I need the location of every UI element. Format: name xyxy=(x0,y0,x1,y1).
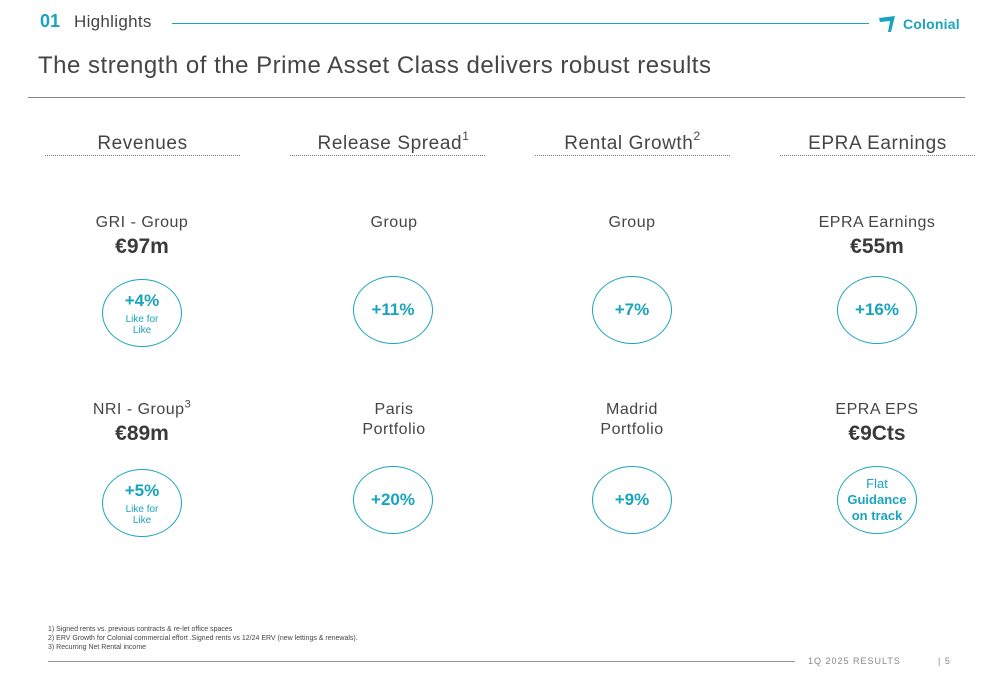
column-heading-divider xyxy=(535,155,730,156)
colonial-logo-icon xyxy=(879,16,895,32)
page-title: The strength of the Prime Asset Class de… xyxy=(38,52,712,79)
page-number: | 5 xyxy=(938,656,951,666)
footnote-3: 3) Recurring Net Rental income xyxy=(48,644,147,651)
footer-divider xyxy=(48,661,795,662)
release-spread-paris-circle: +20% xyxy=(353,466,433,534)
colonial-logo: Colonial xyxy=(878,14,968,34)
nri-group-label: NRI - Group3 xyxy=(92,398,192,418)
footnote-2: 2) ERV Growth for Colonial commercial ef… xyxy=(48,635,358,642)
gri-lfl-pct: +4% xyxy=(124,290,160,310)
nri-lfl-sub-2: Like xyxy=(132,514,152,526)
section-number: 01 xyxy=(40,11,61,31)
section-title: Highlights xyxy=(74,12,152,31)
nri-lfl-pct: +5% xyxy=(124,480,160,500)
rental-growth-madrid-pct: +9% xyxy=(614,490,650,509)
header-divider xyxy=(172,23,869,24)
column-heading-divider xyxy=(780,155,975,156)
rental-growth-madrid-label: Madrid Portfolio xyxy=(600,401,664,438)
epra-earnings-growth-circle: +16% xyxy=(837,276,917,344)
footnotes: 1) Signed rents vs. previous contracts &… xyxy=(48,625,358,652)
column-heading-rental-growth: Rental Growth2 xyxy=(564,128,701,154)
gri-lfl-growth-circle: +4% Like for Like xyxy=(102,279,182,347)
epra-eps-guidance-circle: Flat Guidance on track xyxy=(837,466,917,534)
footnote-1: 1) Signed rents vs. previous contracts &… xyxy=(48,626,233,633)
gri-lfl-sub-1: Like for xyxy=(125,313,159,325)
epra-earnings-value: €55m xyxy=(850,235,904,258)
epra-eps-guidance-1: Guidance xyxy=(847,492,907,507)
column-heading-release-spread: Release Spread1 xyxy=(317,128,470,154)
footer-report-label: 1Q 2025 RESULTS xyxy=(808,656,901,666)
rental-growth-group-circle: +7% xyxy=(592,276,672,344)
column-heading-divider xyxy=(290,155,485,156)
epra-eps-guidance-2: on track xyxy=(851,508,903,523)
title-divider xyxy=(28,97,965,98)
release-spread-paris-pct: +20% xyxy=(371,490,415,509)
release-spread-group-circle: +11% xyxy=(353,276,433,344)
release-spread-group-pct: +11% xyxy=(371,300,415,319)
column-heading-divider xyxy=(45,155,240,156)
epra-eps-flat: Flat xyxy=(866,476,888,491)
column-heading-epra-earnings: EPRA Earnings xyxy=(808,133,947,154)
rental-growth-madrid-circle: +9% xyxy=(592,466,672,534)
column-heading-revenues: Revenues xyxy=(97,133,188,154)
epra-eps-value: €9Cts xyxy=(848,422,906,445)
nri-lfl-sub-1: Like for xyxy=(125,503,159,515)
release-spread-paris-label: Paris Portfolio xyxy=(362,401,426,438)
nri-lfl-growth-circle: +5% Like for Like xyxy=(102,469,182,537)
epra-earnings-label: EPRA Earnings xyxy=(818,214,936,231)
rental-growth-group-pct: +7% xyxy=(614,300,650,319)
rental-growth-group-label: Group xyxy=(608,214,656,231)
gri-lfl-sub-2: Like xyxy=(132,324,152,336)
logo-text: Colonial xyxy=(903,16,960,32)
gri-group-value: €97m xyxy=(115,235,169,258)
gri-group-label: GRI - Group xyxy=(95,214,189,231)
release-spread-group-label: Group xyxy=(370,214,418,231)
epra-eps-label: EPRA EPS xyxy=(835,401,919,418)
nri-group-value: €89m xyxy=(115,422,169,445)
epra-earnings-growth-pct: +16% xyxy=(855,300,899,319)
